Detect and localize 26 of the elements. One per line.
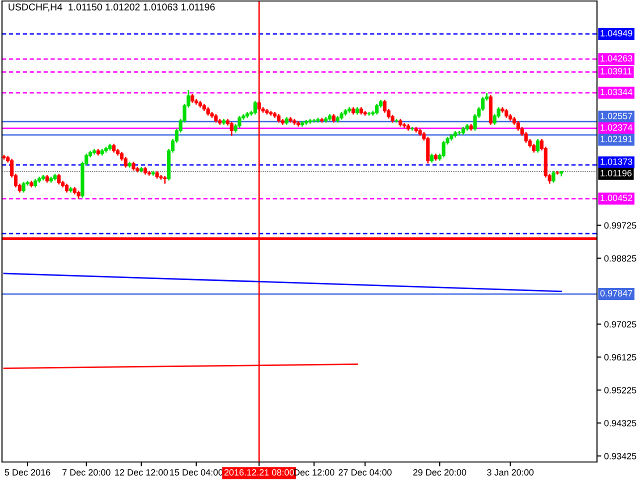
y-tick-label: 0.99725 [604,222,636,229]
ref-line-label: 1.02374 [600,124,632,131]
ref-line-label: 1.00452 [600,194,632,202]
chart-title: USDCHF,H4 1.01150 1.01202 1.01063 1.01196 [8,4,215,12]
ref-line-label: 1.01373 [600,158,632,165]
x-tick-label: 7 Dec 20:00 [62,469,110,476]
ref-line-label: 1.03344 [600,88,632,96]
ref-line-label: 1.04263 [600,55,632,62]
ref-line-label: 1.01196 [600,170,632,176]
x-tick-label: 27 Dec 04:00 [338,469,392,476]
y-tick-label: 0.96125 [604,354,636,360]
x-tick-label: 3 Jan 20:00 [487,469,534,476]
ref-line-label: 1.04949 [600,30,632,36]
y-tick-label: 0.93425 [604,452,636,460]
x-tick-label: 12 Dec 12:00 [115,469,168,476]
y-tick-label: 0.95225 [604,387,636,394]
ref-line-label: 1.02557 [600,112,632,120]
y-tick-label: 0.94325 [604,420,636,426]
x-tick-label: 29 Dec 20:00 [413,469,466,476]
y-tick-label: 0.98825 [604,255,636,262]
x-tick-label: 2016.12.21 08:00 [224,469,294,476]
ref-line-label: 0.97847 [600,290,632,296]
ref-line-label: 1.02191 [600,136,632,142]
x-tick-label: 5 Dec 2016 [4,469,50,476]
y-tick-label: 0.97025 [604,321,636,328]
ref-line-label: 1.03911 [600,68,632,74]
